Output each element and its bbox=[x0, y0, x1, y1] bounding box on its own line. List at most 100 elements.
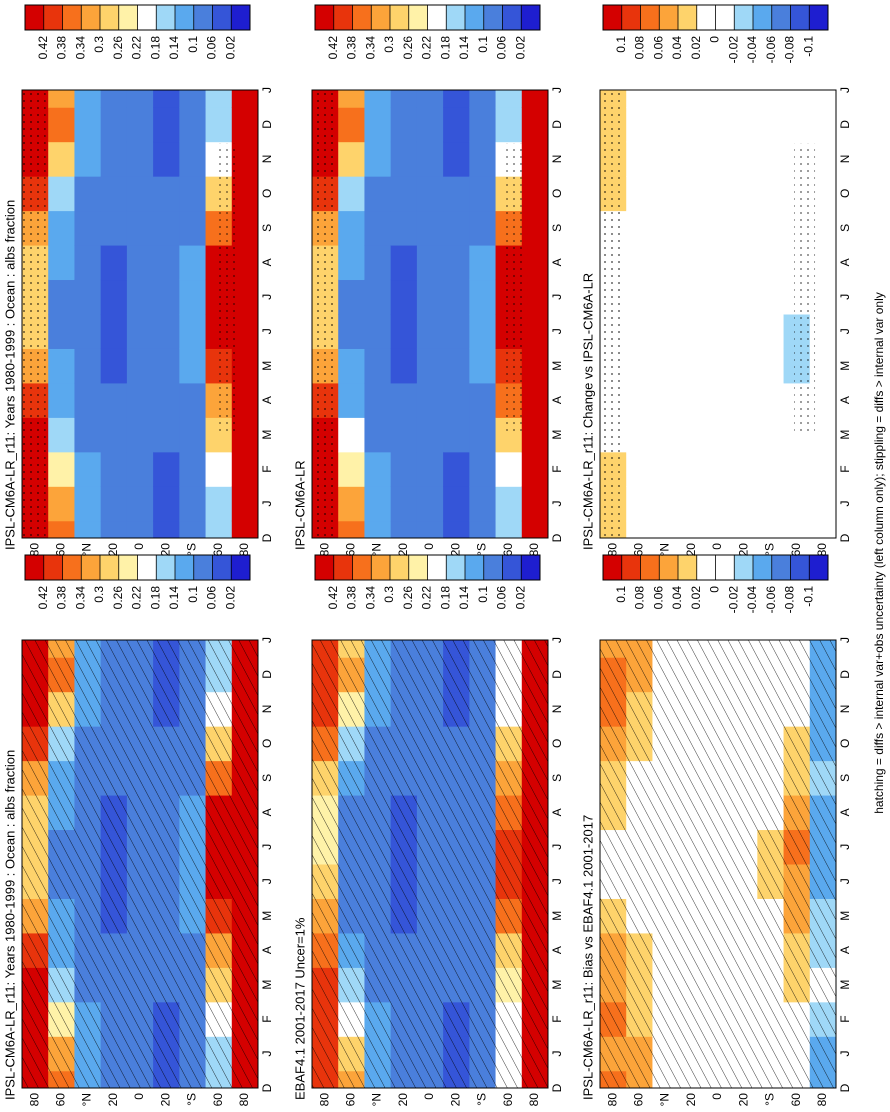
field-cell bbox=[48, 451, 75, 487]
field-cell bbox=[678, 245, 706, 281]
field-cell bbox=[626, 279, 653, 315]
colorbar-bin bbox=[371, 5, 391, 30]
field-cell bbox=[100, 348, 128, 384]
field-cell bbox=[652, 90, 680, 108]
field-cell bbox=[652, 279, 680, 315]
field-cell bbox=[48, 520, 75, 538]
colorbar-bin bbox=[333, 555, 353, 580]
month-label: S bbox=[838, 774, 852, 782]
colorbar-bin bbox=[333, 5, 353, 30]
field-cell bbox=[678, 451, 706, 487]
month-label: A bbox=[550, 808, 564, 816]
colorbar-bin bbox=[621, 5, 641, 30]
colorbar-bin bbox=[81, 5, 101, 30]
field-cell bbox=[364, 245, 392, 281]
field-cell bbox=[783, 451, 811, 487]
field-cell bbox=[521, 90, 548, 108]
field-cell bbox=[678, 176, 706, 212]
field-cell bbox=[126, 382, 154, 418]
colorbar-bin bbox=[483, 555, 503, 580]
panel-title: IPSL-CM6A-LR_r11: Change vs IPSL-CM6A-LR bbox=[580, 273, 595, 550]
field-cell bbox=[443, 417, 470, 453]
colorbar-bin bbox=[734, 555, 754, 580]
field-cell bbox=[626, 314, 653, 349]
month-label: A bbox=[260, 808, 274, 816]
colorbar-bin bbox=[809, 555, 829, 580]
field-cell bbox=[704, 314, 732, 349]
field-cell bbox=[757, 314, 785, 349]
field-cell bbox=[48, 141, 75, 177]
field-cell bbox=[626, 141, 653, 177]
field-cell bbox=[704, 451, 732, 487]
colorbar-bin bbox=[315, 555, 335, 580]
colorbar-bin bbox=[678, 5, 698, 30]
field-cell bbox=[757, 210, 785, 246]
field-cell bbox=[179, 107, 207, 143]
field-cell bbox=[231, 486, 258, 522]
month-label: M bbox=[550, 980, 564, 990]
field-cell bbox=[704, 486, 732, 522]
field bbox=[600, 90, 836, 538]
field-cell bbox=[757, 520, 785, 538]
field-cell bbox=[809, 451, 836, 487]
field-cell bbox=[390, 451, 418, 487]
field-cell bbox=[364, 520, 392, 538]
colorbar-label: 0.34 bbox=[363, 36, 377, 60]
colorbar-label: 0.1 bbox=[476, 586, 490, 603]
colorbar-label: 0.1 bbox=[614, 36, 628, 53]
field-cell bbox=[126, 451, 154, 487]
month-label: J bbox=[838, 844, 852, 850]
field-cell bbox=[74, 348, 102, 384]
field bbox=[312, 90, 548, 538]
field-cell bbox=[74, 417, 102, 453]
month-label: M bbox=[550, 361, 564, 371]
field-cell bbox=[338, 141, 365, 177]
field-cell bbox=[153, 382, 180, 418]
field-cell bbox=[126, 520, 154, 538]
footnote: hatching = diffs > internal var+obs unce… bbox=[872, 292, 886, 814]
field-cell bbox=[731, 520, 758, 538]
field-cell bbox=[338, 210, 365, 246]
colorbar-bin bbox=[315, 5, 335, 30]
colorbar-label: -0.06 bbox=[764, 36, 778, 64]
field-cell bbox=[153, 314, 180, 349]
colorbar-bin bbox=[175, 555, 195, 580]
field-cell bbox=[416, 279, 444, 315]
field-cell bbox=[153, 486, 180, 522]
month-label: J bbox=[550, 844, 564, 850]
field-cell bbox=[416, 520, 444, 538]
field-cell bbox=[364, 417, 392, 453]
lat-label: 0 bbox=[422, 543, 436, 550]
month-label: D bbox=[838, 120, 852, 129]
field-cell bbox=[416, 245, 444, 281]
field-cell bbox=[704, 210, 732, 246]
field-cell bbox=[231, 90, 258, 108]
field-cell bbox=[809, 520, 836, 538]
colorbar-bin bbox=[43, 555, 63, 580]
field-cell bbox=[126, 210, 154, 246]
colorbar-label: -0.1 bbox=[801, 586, 815, 607]
field-cell bbox=[757, 348, 785, 384]
field-cell bbox=[74, 107, 102, 143]
month-label: J bbox=[838, 637, 852, 643]
field-cell bbox=[153, 245, 180, 281]
month-label: D bbox=[550, 533, 564, 542]
hatching bbox=[600, 640, 836, 1088]
field-cell bbox=[626, 348, 653, 384]
lat-label: °N bbox=[80, 1093, 94, 1106]
field bbox=[600, 640, 836, 1088]
colorbar-bin bbox=[521, 5, 541, 30]
colorbar-bin bbox=[771, 555, 791, 580]
colorbar-label: 0.38 bbox=[55, 36, 69, 60]
month-label: M bbox=[550, 430, 564, 440]
month-label: M bbox=[838, 980, 852, 990]
lat-label: 0 bbox=[132, 1093, 146, 1100]
month-label: J bbox=[838, 501, 852, 507]
field-cell bbox=[126, 176, 154, 212]
lat-label: °S bbox=[763, 543, 777, 556]
field-cell bbox=[416, 382, 444, 418]
field-cell bbox=[126, 279, 154, 315]
lat-label: 20 bbox=[684, 543, 698, 557]
field-cell bbox=[338, 382, 365, 418]
lat-label: 20 bbox=[448, 1093, 462, 1107]
